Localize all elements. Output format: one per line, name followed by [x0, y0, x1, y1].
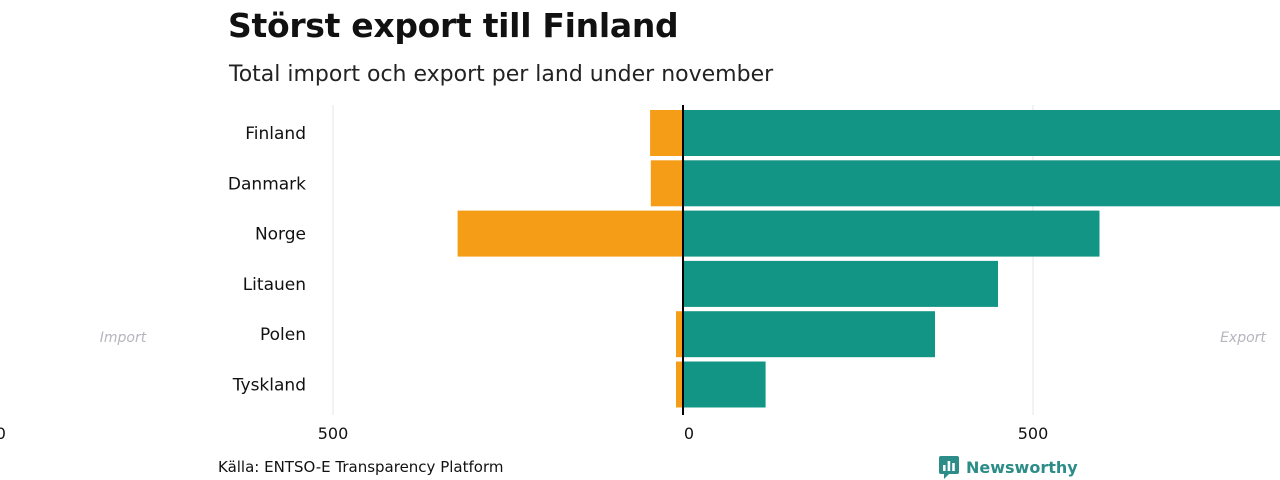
- x-tick-label: 1 000: [0, 424, 6, 443]
- brand[interactable]: Newsworthy: [938, 455, 1078, 479]
- category-label: Finland: [245, 124, 306, 144]
- category-label: Tyskland: [232, 376, 306, 396]
- bar-import-danmark: [650, 160, 683, 207]
- brand-name: Newsworthy: [966, 457, 1078, 477]
- bar-export-norge: [683, 210, 1100, 257]
- category-label: Norge: [255, 225, 306, 245]
- x-tick-label: 0: [684, 424, 694, 443]
- chart-title: Störst export till Finland: [228, 6, 679, 45]
- import-side-label: Import: [100, 330, 147, 346]
- category-label: Danmark: [228, 174, 306, 194]
- bar-export-danmark: [683, 160, 1280, 207]
- bar-import-tyskland: [676, 361, 683, 408]
- bar-export-polen: [683, 311, 935, 358]
- x-tick-label: 500: [1018, 424, 1049, 443]
- bar-import-polen: [676, 311, 683, 358]
- source-note: Källa: ENTSO-E Transparency Platform: [218, 458, 504, 476]
- bar-export-tyskland: [683, 361, 766, 408]
- category-label: Litauen: [243, 275, 306, 295]
- bar-import-finland: [650, 110, 683, 156]
- export-side-label: Export: [1220, 330, 1266, 346]
- chart-subtitle: Total import och export per land under n…: [229, 62, 774, 87]
- x-tick-label: 500: [318, 424, 349, 443]
- category-label: Polen: [260, 325, 306, 345]
- bar-export-litauen: [683, 260, 998, 307]
- bar-export-finland: [683, 110, 1280, 156]
- newsworthy-logo-icon: [939, 456, 959, 479]
- diverging-bar-chart: 1 00050005001 000ImportExportFinlandDanm…: [0, 105, 1280, 443]
- bar-import-norge: [457, 210, 683, 257]
